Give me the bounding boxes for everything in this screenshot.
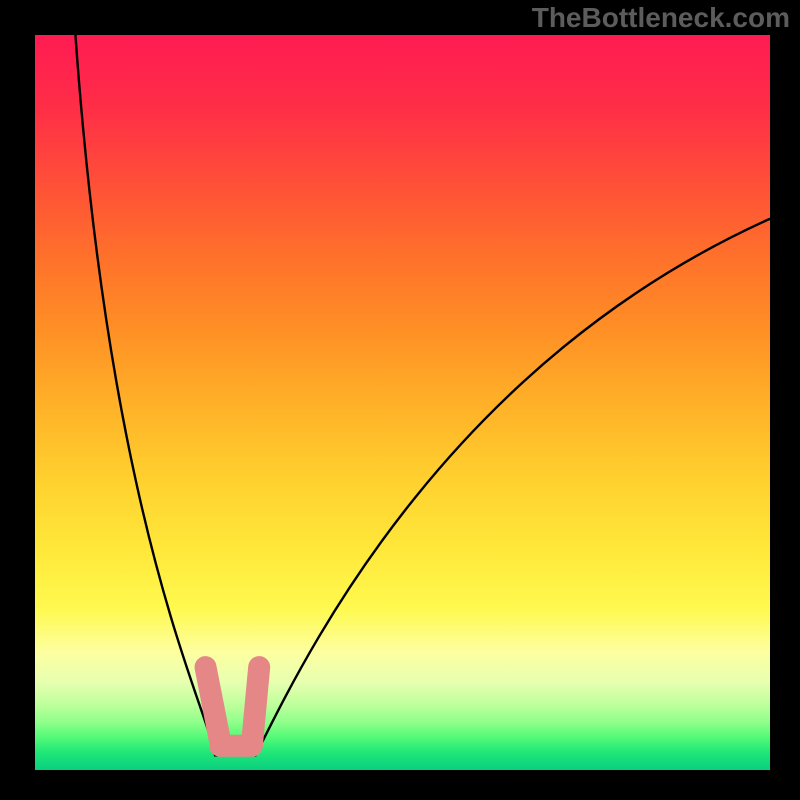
highlight-markers	[35, 35, 770, 770]
marker-right	[252, 667, 259, 746]
marker-left	[206, 667, 221, 746]
watermark-text: TheBottleneck.com	[532, 2, 790, 34]
plot-area	[35, 35, 770, 770]
chart-viewport: TheBottleneck.com	[0, 0, 800, 800]
